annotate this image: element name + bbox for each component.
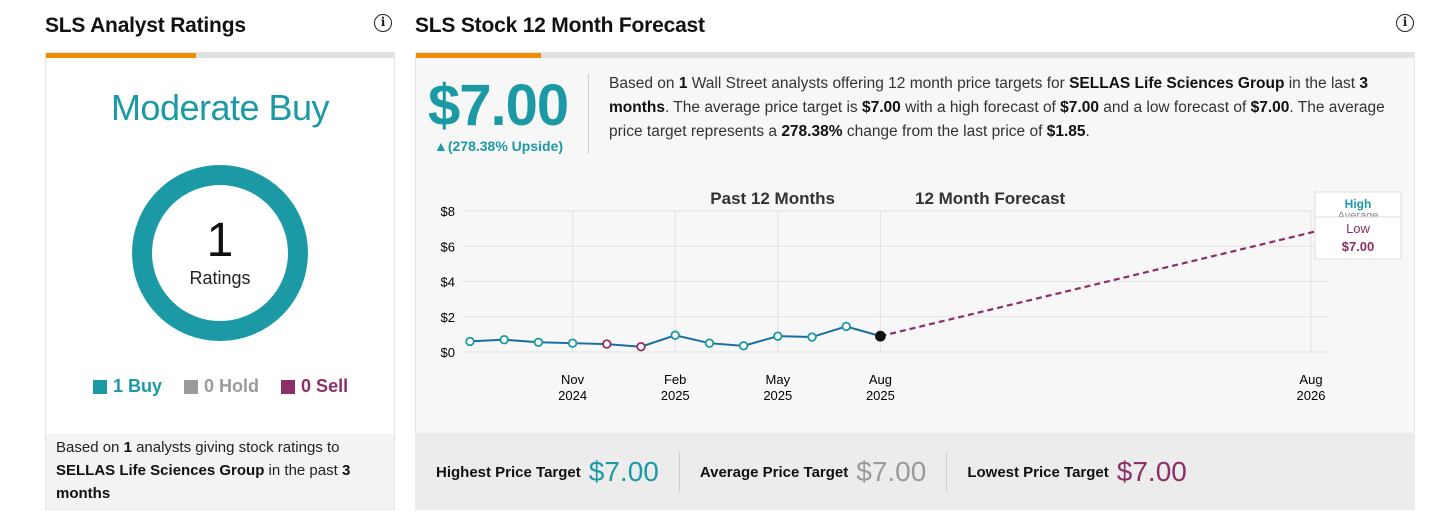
rating-point — [533, 337, 544, 348]
donut-buy-segment — [132, 165, 308, 341]
info-icon[interactable]: i — [1396, 14, 1414, 32]
rating-point — [807, 332, 817, 342]
price-target-chart: $8$6$4$2$0 Nov2024Feb2025May2025Aug2025A… — [441, 189, 1402, 403]
legend-sell: 0 Sell — [281, 376, 348, 397]
buy-swatch-icon — [93, 379, 107, 394]
divider — [588, 74, 589, 154]
rating-point — [636, 342, 646, 352]
rating-point — [773, 331, 783, 341]
forecast-card-topbar — [416, 53, 1414, 58]
y-tick-label: $8 — [441, 204, 455, 219]
tooltip-low-label: Low — [1346, 221, 1370, 236]
y-tick-label: $6 — [441, 239, 455, 254]
rating-point — [738, 341, 749, 351]
chart-header-forecast: 12 Month Forecast — [915, 189, 1066, 208]
y-tick-label: $4 — [441, 275, 455, 290]
tooltip-low-value: $7.00 — [1342, 239, 1375, 254]
ratings-summary: Based on 1 analysts giving stock ratings… — [56, 439, 351, 502]
x-tick-year: 2025 — [866, 388, 895, 403]
forecast-footer — [415, 433, 1415, 510]
divider — [678, 452, 680, 492]
ratings-summary-box — [46, 434, 394, 509]
ratings-card — [45, 52, 395, 510]
ratings-legend: 1 Buy 0 Hold 0 Sell — [93, 376, 348, 397]
consensus-rating: Moderate Buy — [110, 87, 330, 128]
forecast-line — [880, 229, 1321, 338]
chart-header-past: Past 12 Months — [710, 189, 835, 208]
average-value: $7.00 — [856, 456, 927, 487]
ratings-count-label: Ratings — [189, 268, 251, 288]
ratings-count: 1 — [206, 214, 234, 267]
forecast-tooltip: High Average Low $7.00 — [1314, 191, 1402, 260]
current-price-point — [874, 330, 886, 342]
lowest-value: $7.00 — [1116, 456, 1187, 487]
footer-targets: Highest Price Target $7.00 Average Price… — [436, 452, 1187, 492]
x-tick-month: Nov — [561, 372, 585, 387]
x-tick-year: 2026 — [1297, 388, 1326, 403]
y-tick-label: $0 — [441, 345, 455, 360]
legend-hold: 0 Hold — [184, 376, 259, 397]
x-tick-year: 2024 — [558, 388, 587, 403]
rating-point — [704, 338, 715, 348]
lowest-label: Lowest Price Target — [967, 463, 1109, 481]
rating-point — [499, 334, 509, 345]
upside-percent: ▲(278.38% Upside) — [434, 138, 564, 154]
ratings-card-topbar — [46, 53, 394, 58]
x-tick-month: Aug — [869, 372, 892, 387]
forecast-title: SLS Stock 12 Month Forecast — [415, 14, 705, 37]
x-tick-year: 2025 — [763, 388, 792, 403]
analyst-ratings-title: SLS Analyst Ratings — [45, 14, 246, 37]
rating-point — [602, 339, 612, 349]
highest-label: Highest Price Target — [436, 463, 581, 481]
info-icon[interactable]: i — [374, 14, 392, 32]
rating-point — [841, 321, 851, 332]
sell-swatch-icon — [281, 379, 296, 394]
x-tick-month: May — [766, 372, 791, 387]
average-label: Average Price Target — [699, 463, 849, 481]
rating-point — [670, 330, 680, 340]
forecast-description: Based on 1 Wall Street analysts offering… — [609, 75, 1385, 140]
average-price-target: $7.00 — [428, 73, 569, 138]
hold-swatch-icon — [184, 379, 199, 394]
tooltip-high-label: High — [1345, 197, 1372, 211]
y-tick-label: $2 — [441, 310, 455, 325]
x-tick-month: Feb — [664, 372, 686, 387]
rating-point — [465, 336, 475, 347]
x-tick-month: Aug — [1299, 372, 1322, 387]
ratings-donut — [132, 165, 308, 341]
x-tick-year: 2025 — [661, 388, 690, 403]
divider — [946, 452, 948, 492]
highest-value: $7.00 — [588, 456, 659, 487]
legend-buy: 1 Buy — [93, 376, 162, 397]
rating-point — [567, 338, 578, 348]
